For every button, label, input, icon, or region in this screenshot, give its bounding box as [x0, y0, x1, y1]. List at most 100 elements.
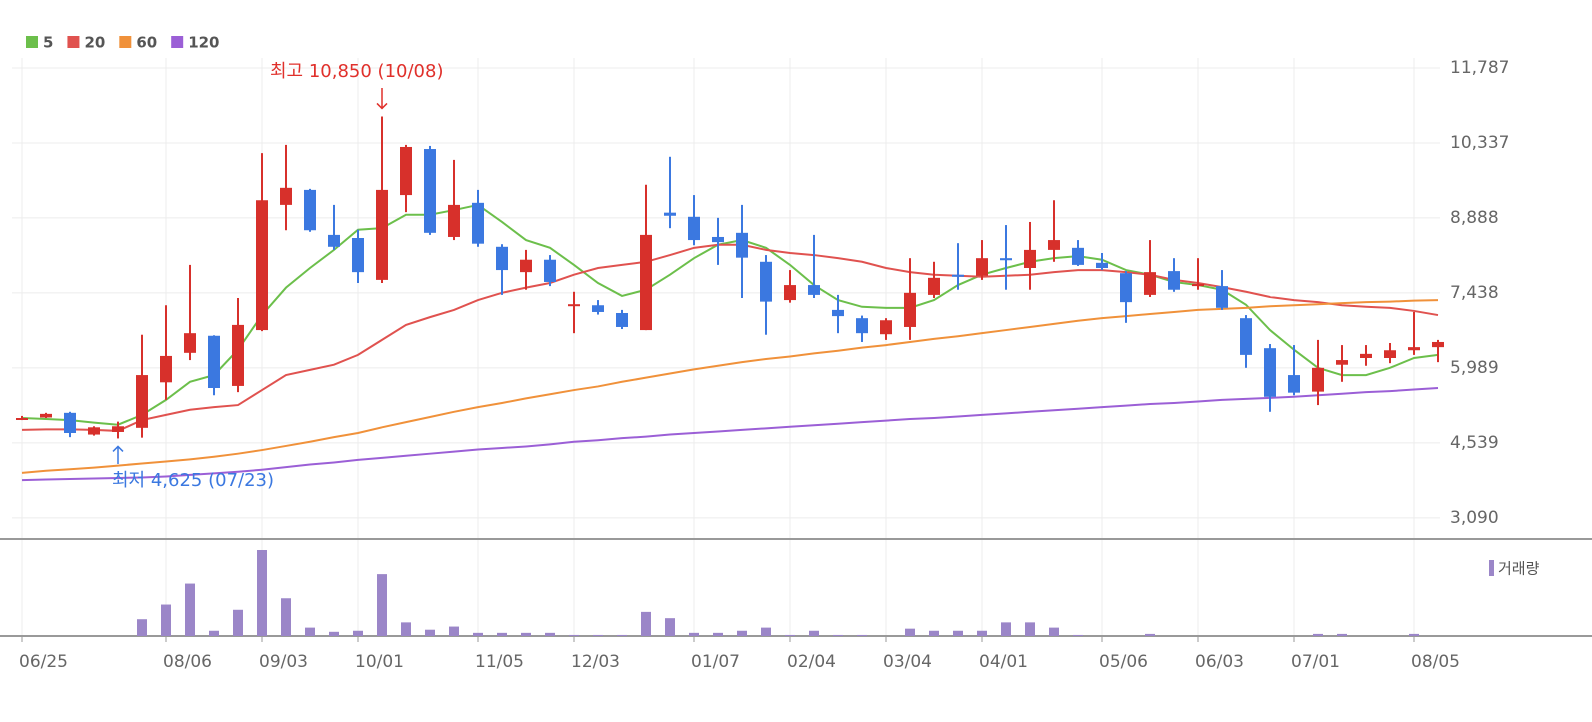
volume-bar: [1025, 622, 1035, 636]
x-tick-label: 03/04: [883, 652, 932, 672]
candle-body: [1264, 348, 1276, 397]
volume-bar: [353, 630, 363, 636]
x-tick-label: 06/03: [1195, 652, 1244, 672]
candle-body: [1048, 240, 1060, 250]
candle-body: [16, 418, 28, 420]
volume-bar: [425, 629, 435, 636]
volume-bar: [785, 634, 795, 636]
annotation-arrow-low: [112, 445, 124, 464]
volume-bar: [905, 628, 915, 636]
y-tick-label: 7,438: [1450, 283, 1499, 303]
legend-swatch: [67, 36, 80, 48]
volume-legend-swatch: [1489, 560, 1494, 576]
volume-bar: [809, 630, 819, 636]
volume-bar: [737, 630, 747, 636]
y-tick-label: 11,787: [1450, 58, 1509, 78]
candle-body: [832, 309, 844, 317]
candle-body: [520, 259, 532, 273]
volume-bar: [161, 604, 171, 636]
candle-body: [1192, 284, 1204, 287]
volume-bar: [1073, 634, 1083, 636]
volume-bar: [977, 630, 987, 636]
candle-body: [712, 236, 724, 243]
candle-body: [184, 333, 196, 353]
candle-body: [1168, 271, 1180, 290]
volume-bar: [1145, 633, 1155, 636]
legend-label: 5: [43, 34, 53, 52]
candle-body: [472, 202, 484, 244]
y-tick-label: 5,989: [1450, 358, 1499, 378]
volume-bar: [1049, 627, 1059, 636]
x-tick-label: 10/01: [355, 652, 404, 672]
candle-body: [88, 427, 100, 435]
candle-body: [1384, 350, 1396, 358]
volume-bar: [665, 618, 675, 636]
volume-bar: [617, 634, 627, 636]
candle-body: [1408, 347, 1420, 351]
candle-body: [1096, 262, 1108, 268]
legend-swatch: [26, 36, 38, 48]
candle-body: [616, 313, 628, 327]
volume-bar: [953, 630, 963, 636]
volume-bar: [929, 630, 939, 636]
candle-body: [208, 335, 220, 388]
volume-bar: [449, 626, 459, 636]
annotation-arrow-high: [376, 88, 388, 110]
candle-body: [328, 234, 340, 247]
candle-body: [568, 304, 580, 307]
legend-swatch: [119, 36, 132, 48]
candle-body: [1336, 360, 1348, 365]
candle-body: [784, 285, 796, 301]
volume-bar: [329, 631, 339, 636]
x-tick-label: 09/03: [259, 652, 308, 672]
candle-body: [808, 285, 820, 295]
candle-body: [736, 232, 748, 258]
annotation-high: 최고 10,850 (10/08): [270, 61, 443, 82]
volume-bar: [377, 574, 387, 636]
candle-body: [1312, 367, 1324, 392]
legend-label: 60: [136, 34, 157, 52]
legend-label: 20: [84, 34, 105, 52]
volume-bar: [1001, 622, 1011, 636]
volume-bar: [833, 634, 843, 636]
volume-bar: [257, 550, 267, 636]
x-tick-label: 04/01: [979, 652, 1028, 672]
candle-body: [688, 216, 700, 241]
volume-bar: [185, 583, 195, 636]
x-tick-label: 08/06: [163, 652, 212, 672]
candle-body: [304, 189, 316, 231]
candle-body: [280, 187, 292, 205]
candle-body: [424, 149, 436, 233]
candle-body: [448, 204, 460, 237]
candle-body: [232, 324, 244, 386]
candle-body: [352, 238, 364, 273]
legend-swatch: [171, 36, 184, 48]
volume-bar: [857, 634, 867, 636]
volume-bar: [713, 632, 723, 636]
ma-line: [21, 387, 1439, 482]
volume-bar: [593, 634, 603, 636]
volume-bar: [521, 632, 531, 636]
x-tick-label: 01/07: [691, 652, 740, 672]
volume-bar: [401, 622, 411, 636]
volume-bar: [761, 627, 771, 636]
candle-body: [592, 305, 604, 312]
candle-body: [928, 277, 940, 295]
candle-body: [952, 274, 964, 277]
x-tick-label: 07/01: [1291, 652, 1340, 672]
x-tick-label: 08/05: [1411, 652, 1460, 672]
candle-body: [112, 426, 124, 432]
candle-body: [880, 320, 892, 335]
volume-bar: [233, 609, 243, 636]
candle-body: [904, 292, 916, 327]
candle-body: [136, 375, 148, 428]
candle-body: [40, 413, 52, 418]
x-tick-label: 06/25: [19, 652, 68, 672]
candle-body: [856, 318, 868, 334]
volume-bar: [569, 634, 579, 636]
candle-body: [760, 261, 772, 302]
ma-line: [21, 243, 1439, 432]
x-tick-label: 12/03: [571, 652, 620, 672]
volume-bar: [281, 598, 291, 636]
x-tick-label: 05/06: [1099, 652, 1148, 672]
